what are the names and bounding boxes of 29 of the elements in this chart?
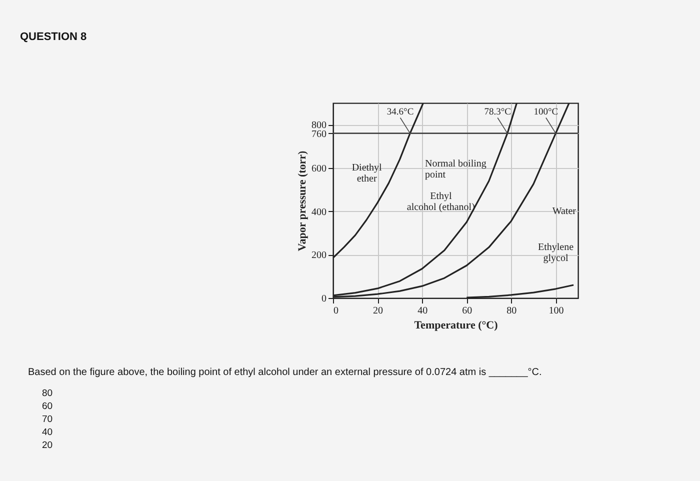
y-axis-title: Vapor pressure (torr) bbox=[296, 150, 308, 252]
y-tick-label: 600 bbox=[312, 164, 326, 174]
text: 80 bbox=[42, 388, 53, 399]
x-tick-label: 0 bbox=[334, 306, 338, 316]
x-tick-label: 100 bbox=[548, 306, 564, 316]
text: 40 bbox=[42, 427, 53, 438]
text: Based on the figure above, the boiling point of ethyl alcohol under an external pressure of 0.0724 atm is _______°C. bbox=[28, 367, 542, 378]
text: 20 bbox=[42, 440, 53, 451]
text: Water bbox=[552, 206, 577, 218]
annotation: 100°C bbox=[534, 108, 558, 118]
text: 70 bbox=[42, 414, 53, 425]
y-tick-label: 800 bbox=[312, 120, 326, 132]
annotation: 34.6°C bbox=[386, 108, 414, 118]
ref-line-label: Normal boiling point bbox=[425, 158, 486, 180]
text: Ethylene glycol bbox=[538, 242, 574, 264]
annotation: 78.3°C bbox=[484, 108, 511, 118]
series-label: Ethyl alcohol (ethanol) bbox=[406, 191, 475, 213]
y-tick-label: 400 bbox=[312, 206, 326, 218]
x-tick-label: 80 bbox=[506, 306, 517, 316]
series-label: Diethyl ether bbox=[352, 162, 382, 184]
y-tick-label: 0 bbox=[322, 294, 326, 304]
y-tick-label: 200 bbox=[312, 250, 326, 262]
text: QUESTION 8 bbox=[20, 31, 87, 43]
y-tick-label: 760 bbox=[312, 128, 326, 140]
x-tick-label: 40 bbox=[418, 306, 428, 316]
text: 60 bbox=[42, 401, 53, 412]
x-tick-label: 20 bbox=[373, 306, 384, 316]
x-tick-label: 60 bbox=[462, 306, 472, 316]
x-axis-title: Temperature (°C) bbox=[414, 320, 498, 332]
